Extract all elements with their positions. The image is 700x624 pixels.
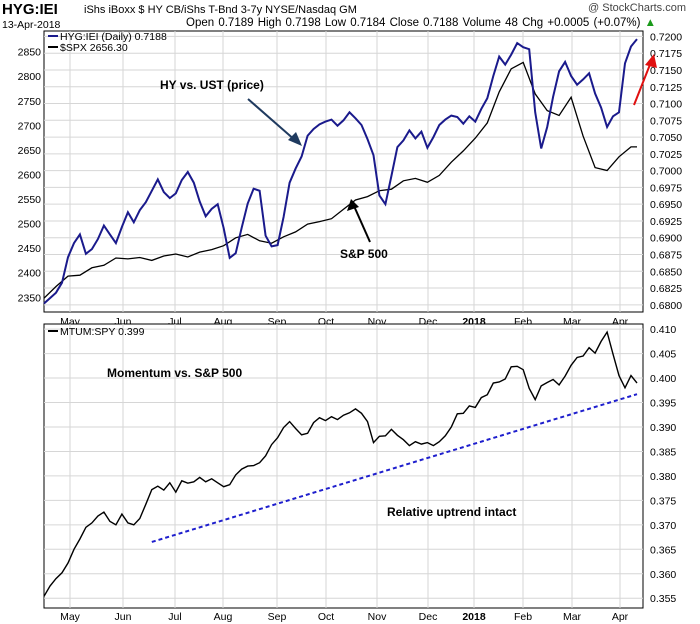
header-date: 13-Apr-2018 (2, 19, 61, 31)
right-axis-tick-label: 0.7100 (650, 99, 682, 111)
legend-hyg-label: HYG:IEI (Daily) 0.7188 (60, 31, 167, 43)
annotation-arrow-hy-head (288, 132, 302, 146)
bottom-axis-tick-label: 0.355 (650, 593, 676, 605)
right-axis-tick-label: 0.6850 (650, 266, 682, 278)
bottom-month-label: Nov (368, 611, 387, 623)
left-axis-tick-label: 2400 (18, 268, 42, 280)
header-description: iShs iBoxx $ HY CB/iShs T-Bnd 3-7y NYSE/… (84, 4, 357, 16)
right-axis-tick-label: 0.7000 (650, 166, 682, 178)
right-axis-tick-label: 0.6825 (650, 283, 682, 295)
annotation-arrow-sp-line (353, 205, 371, 243)
left-axis-tick-label: 2500 (18, 219, 42, 231)
left-axis-tick-label: 2850 (18, 47, 42, 59)
bottom-month-label: Feb (514, 611, 532, 623)
annotation-sp500: S&P 500 (340, 247, 388, 261)
annotation-arrow-hy-line (247, 98, 297, 142)
bottom-axis-tick-label: 0.400 (650, 373, 676, 385)
bottom-axis-tick-label: 0.370 (650, 520, 676, 532)
right-axis-tick-label: 0.7175 (650, 48, 682, 60)
annotation-hy-vs-ust: HY vs. UST (price) (160, 78, 264, 92)
left-axis-tick-label: 2350 (18, 292, 42, 304)
bottom-axis-tick-label: 0.405 (650, 349, 676, 361)
right-axis-tick-label: 0.7050 (650, 132, 682, 144)
annotation-momentum: Momentum vs. S&P 500 (107, 366, 242, 380)
right-axis-tick-label: 0.7075 (650, 115, 682, 127)
bottom-month-label: Jul (168, 611, 181, 623)
bottom-axis-tick-label: 0.385 (650, 446, 676, 458)
uptrend-trendline (151, 393, 638, 543)
top-panel-frame (43, 30, 644, 313)
right-axis-tick-label: 0.6975 (650, 182, 682, 194)
spx-line (43, 61, 637, 299)
bottom-axis-tick-label: 0.365 (650, 544, 676, 556)
red-arrow-head (645, 54, 657, 68)
brand-watermark: @ StockCharts.com (588, 2, 686, 14)
annotation-arrow-sp-head (347, 199, 359, 211)
bottom-month-label: Mar (563, 611, 582, 623)
bottom-axis-tick-label: 0.390 (650, 422, 676, 434)
legend-spx-label: $SPX 2656.30 (60, 42, 128, 54)
right-axis-tick-label: 0.7025 (650, 149, 682, 161)
header-ohlc: Open 0.7189 High 0.7198 Low 0.7184 Close… (186, 17, 656, 29)
red-arrow-line (633, 61, 652, 106)
left-axis-tick-label: 2600 (18, 169, 42, 181)
bottom-month-label: Jun (115, 611, 132, 623)
bottom-axis-tick-label: 0.360 (650, 569, 676, 581)
mtum-spy-line (43, 330, 638, 597)
right-axis-tick-label: 0.7150 (650, 65, 682, 77)
bottom-axis-tick-label: 0.380 (650, 471, 676, 483)
ohlc-values: Open 0.7189 High 0.7198 Low 0.7184 Close… (186, 17, 641, 29)
bottom-month-label: Dec (419, 611, 438, 623)
right-axis-tick-label: 0.6800 (650, 300, 682, 312)
right-axis-tick-label: 0.6875 (650, 249, 682, 261)
up-arrow-icon: ▲ (644, 17, 657, 29)
left-axis-tick-label: 2550 (18, 194, 42, 206)
left-axis-tick-label: 2700 (18, 120, 42, 132)
legend-mtum-label: MTUM:SPY 0.399 (60, 326, 145, 338)
right-axis-tick-label: 0.6950 (650, 199, 682, 211)
left-axis-tick-label: 2750 (18, 96, 42, 108)
bottom-month-label: 2018 (462, 611, 486, 623)
bottom-month-label: Oct (318, 611, 334, 623)
right-axis-tick-label: 0.7125 (650, 82, 682, 94)
annotation-relative-uptrend: Relative uptrend intact (387, 505, 516, 519)
left-axis-tick-label: 2650 (18, 145, 42, 157)
bottom-month-label: May (60, 611, 81, 623)
bottom-month-label: Aug (214, 611, 233, 623)
right-axis-tick-label: 0.7200 (650, 31, 682, 43)
header-symbol: HYG:IEI (2, 1, 58, 18)
right-axis-tick-label: 0.6900 (650, 233, 682, 245)
bottom-axis-tick-label: 0.375 (650, 495, 676, 507)
bottom-axis-tick-label: 0.410 (650, 324, 676, 336)
left-axis-tick-label: 2800 (18, 71, 42, 83)
right-axis-tick-label: 0.6925 (650, 216, 682, 228)
bottom-month-label: Sep (268, 611, 287, 623)
left-axis-tick-label: 2450 (18, 243, 42, 255)
bottom-panel-frame (43, 323, 644, 609)
bottom-axis-tick-label: 0.395 (650, 398, 676, 410)
bottom-month-label: Apr (612, 611, 629, 623)
hyg-iei-line (43, 38, 638, 305)
